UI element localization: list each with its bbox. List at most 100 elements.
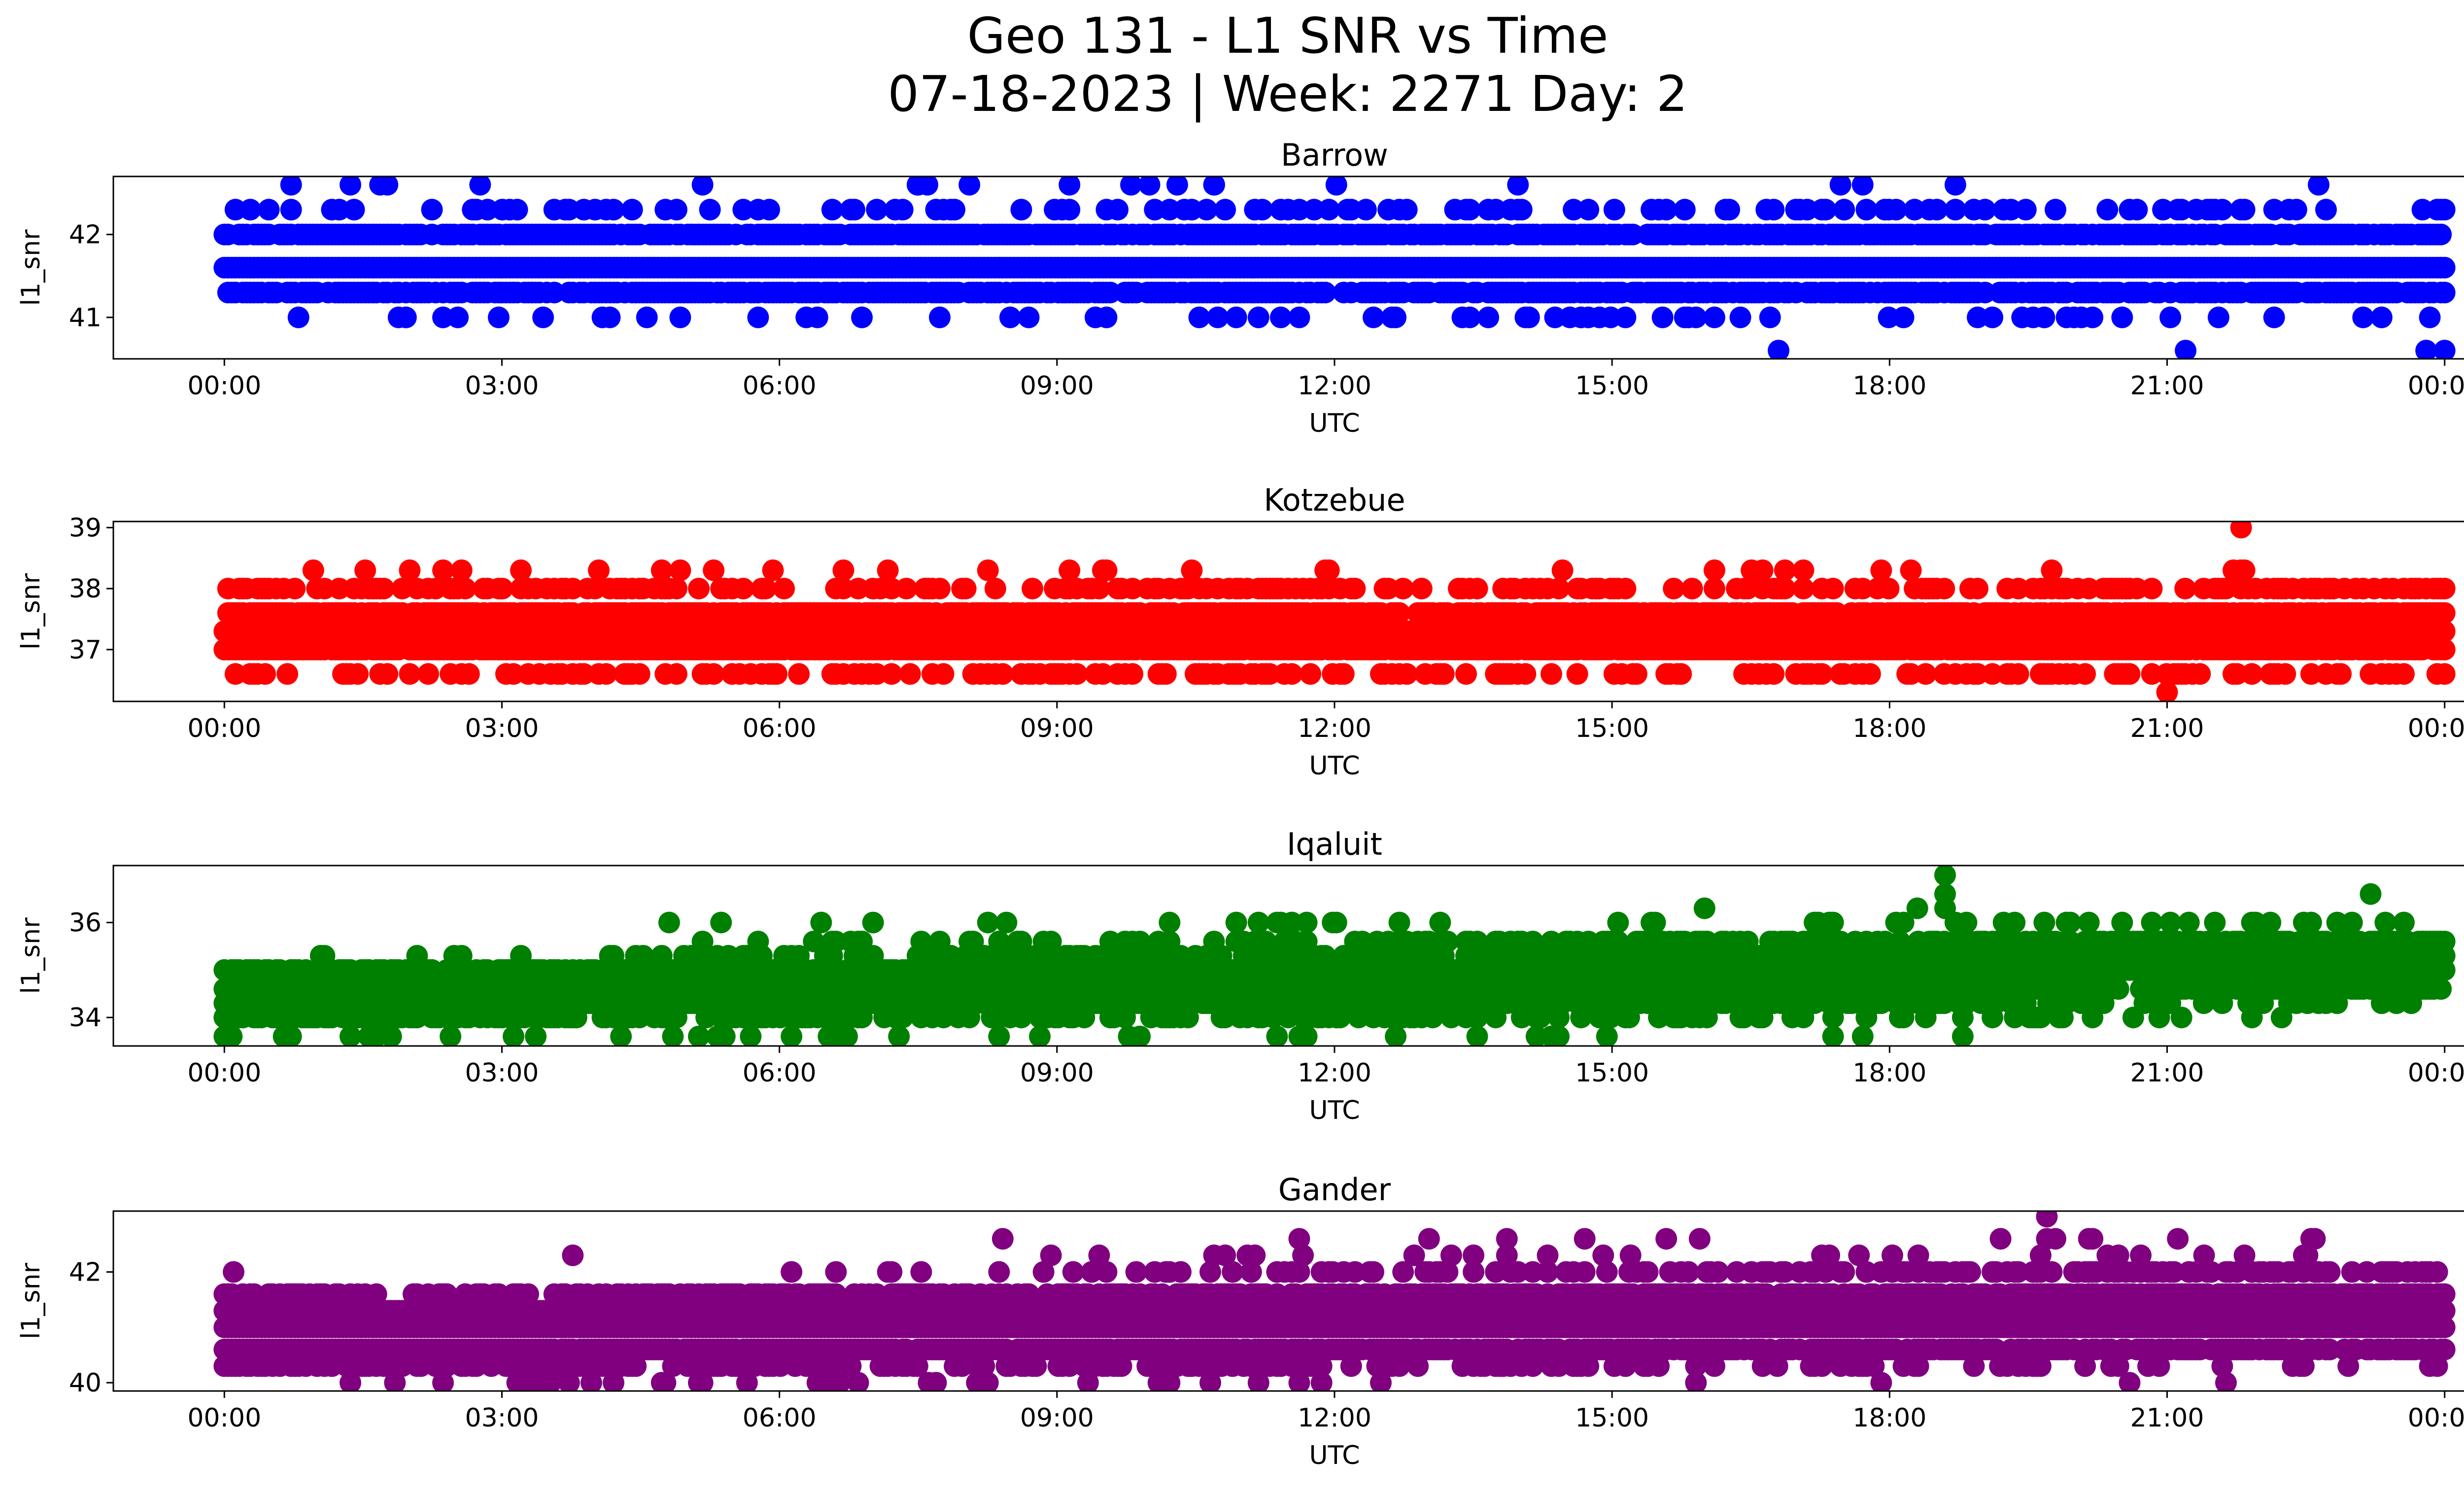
data-point	[2300, 663, 2322, 685]
data-point	[1933, 578, 1955, 600]
data-point	[2433, 638, 2456, 661]
data-point	[1974, 281, 1996, 304]
data-point	[224, 199, 246, 221]
data-point	[665, 199, 687, 221]
data-point	[1944, 176, 1966, 196]
data-point	[421, 199, 443, 221]
data-point	[1066, 663, 1088, 685]
data-point	[1878, 306, 1900, 328]
data-point	[532, 306, 554, 328]
data-point	[1433, 663, 1455, 685]
data-point	[1655, 199, 1677, 221]
data-point	[2411, 199, 2433, 221]
data-point	[832, 559, 855, 581]
data-point	[1022, 578, 1043, 600]
data-point	[1651, 306, 1674, 328]
data-point	[506, 199, 528, 221]
data-point	[447, 306, 469, 328]
data-point	[1870, 559, 1892, 581]
data-point	[1388, 602, 1410, 624]
data-point	[1944, 199, 1966, 221]
data-point	[843, 199, 865, 221]
data-point	[2233, 199, 2256, 221]
data-point	[2141, 578, 2163, 600]
data-point	[669, 559, 691, 581]
data-point	[806, 306, 828, 328]
data-point	[399, 663, 421, 685]
data-point	[2285, 199, 2307, 221]
data-point	[1892, 306, 1915, 328]
subplot-title: Barrow	[1281, 137, 1388, 173]
data-point	[239, 199, 261, 221]
data-point	[714, 1025, 736, 1046]
data-point	[1763, 199, 1785, 221]
data-point	[958, 176, 981, 196]
data-point	[1622, 223, 1644, 245]
x-tick-label: 18:00	[1852, 371, 1926, 401]
data-point	[417, 663, 439, 685]
data-point	[762, 559, 784, 581]
data-point	[1159, 199, 1181, 221]
data-point	[1129, 1025, 1151, 1046]
data-point	[821, 199, 843, 221]
data-point	[1396, 199, 1418, 221]
data-point	[1826, 602, 1848, 624]
data-point	[399, 559, 421, 581]
data-point	[1763, 663, 1785, 685]
data-point	[895, 578, 918, 600]
data-point	[450, 559, 473, 581]
data-point	[2430, 223, 2452, 245]
data-point	[747, 306, 769, 328]
x-tick-label: 03:00	[465, 371, 539, 401]
data-point	[1759, 306, 1781, 328]
data-point	[573, 663, 595, 685]
data-point	[773, 578, 795, 600]
data-point	[599, 306, 621, 328]
data-point	[1088, 578, 1110, 600]
data-point	[458, 663, 480, 685]
data-point	[280, 199, 302, 221]
data-point	[1626, 663, 1647, 685]
data-point	[284, 578, 306, 600]
data-point	[650, 559, 673, 581]
data-point	[1099, 281, 1121, 304]
data-point	[1900, 663, 1922, 685]
data-point	[2415, 340, 2437, 359]
data-point	[1459, 199, 1481, 221]
subplot-title: Kotzebue	[1264, 482, 1405, 518]
data-point	[2126, 199, 2148, 221]
data-point	[847, 578, 869, 600]
data-point	[1900, 559, 1922, 581]
data-point	[340, 1025, 361, 1046]
data-point	[1122, 578, 1144, 600]
data-point	[2082, 306, 2104, 328]
data-point	[1269, 306, 1292, 328]
data-point	[1855, 199, 1878, 221]
data-point	[2033, 306, 2055, 328]
data-point	[1207, 306, 1229, 328]
data-point	[1196, 199, 1218, 221]
x-tick-label: 15:00	[1575, 714, 1649, 743]
data-point	[1982, 306, 2004, 328]
data-point	[1614, 578, 1637, 600]
data-point	[610, 1025, 632, 1046]
data-point	[2000, 199, 2022, 221]
data-point	[1851, 176, 1874, 196]
y-tick-label: 38	[69, 574, 102, 604]
data-point	[1340, 199, 1362, 221]
data-point	[1477, 306, 1500, 328]
data-point	[866, 663, 888, 685]
data-point	[1718, 199, 1741, 221]
data-point	[1107, 199, 1129, 221]
data-point	[302, 559, 324, 581]
x-tick-label: 12:00	[1298, 371, 1371, 401]
x-axis-label: UTC	[1309, 751, 1360, 781]
data-point	[1095, 306, 1118, 328]
data-point	[1181, 559, 1203, 581]
x-tick-label: 00:00	[187, 714, 261, 743]
data-point	[2111, 306, 2133, 328]
data-point	[2226, 663, 2248, 685]
data-point	[1010, 199, 1032, 221]
